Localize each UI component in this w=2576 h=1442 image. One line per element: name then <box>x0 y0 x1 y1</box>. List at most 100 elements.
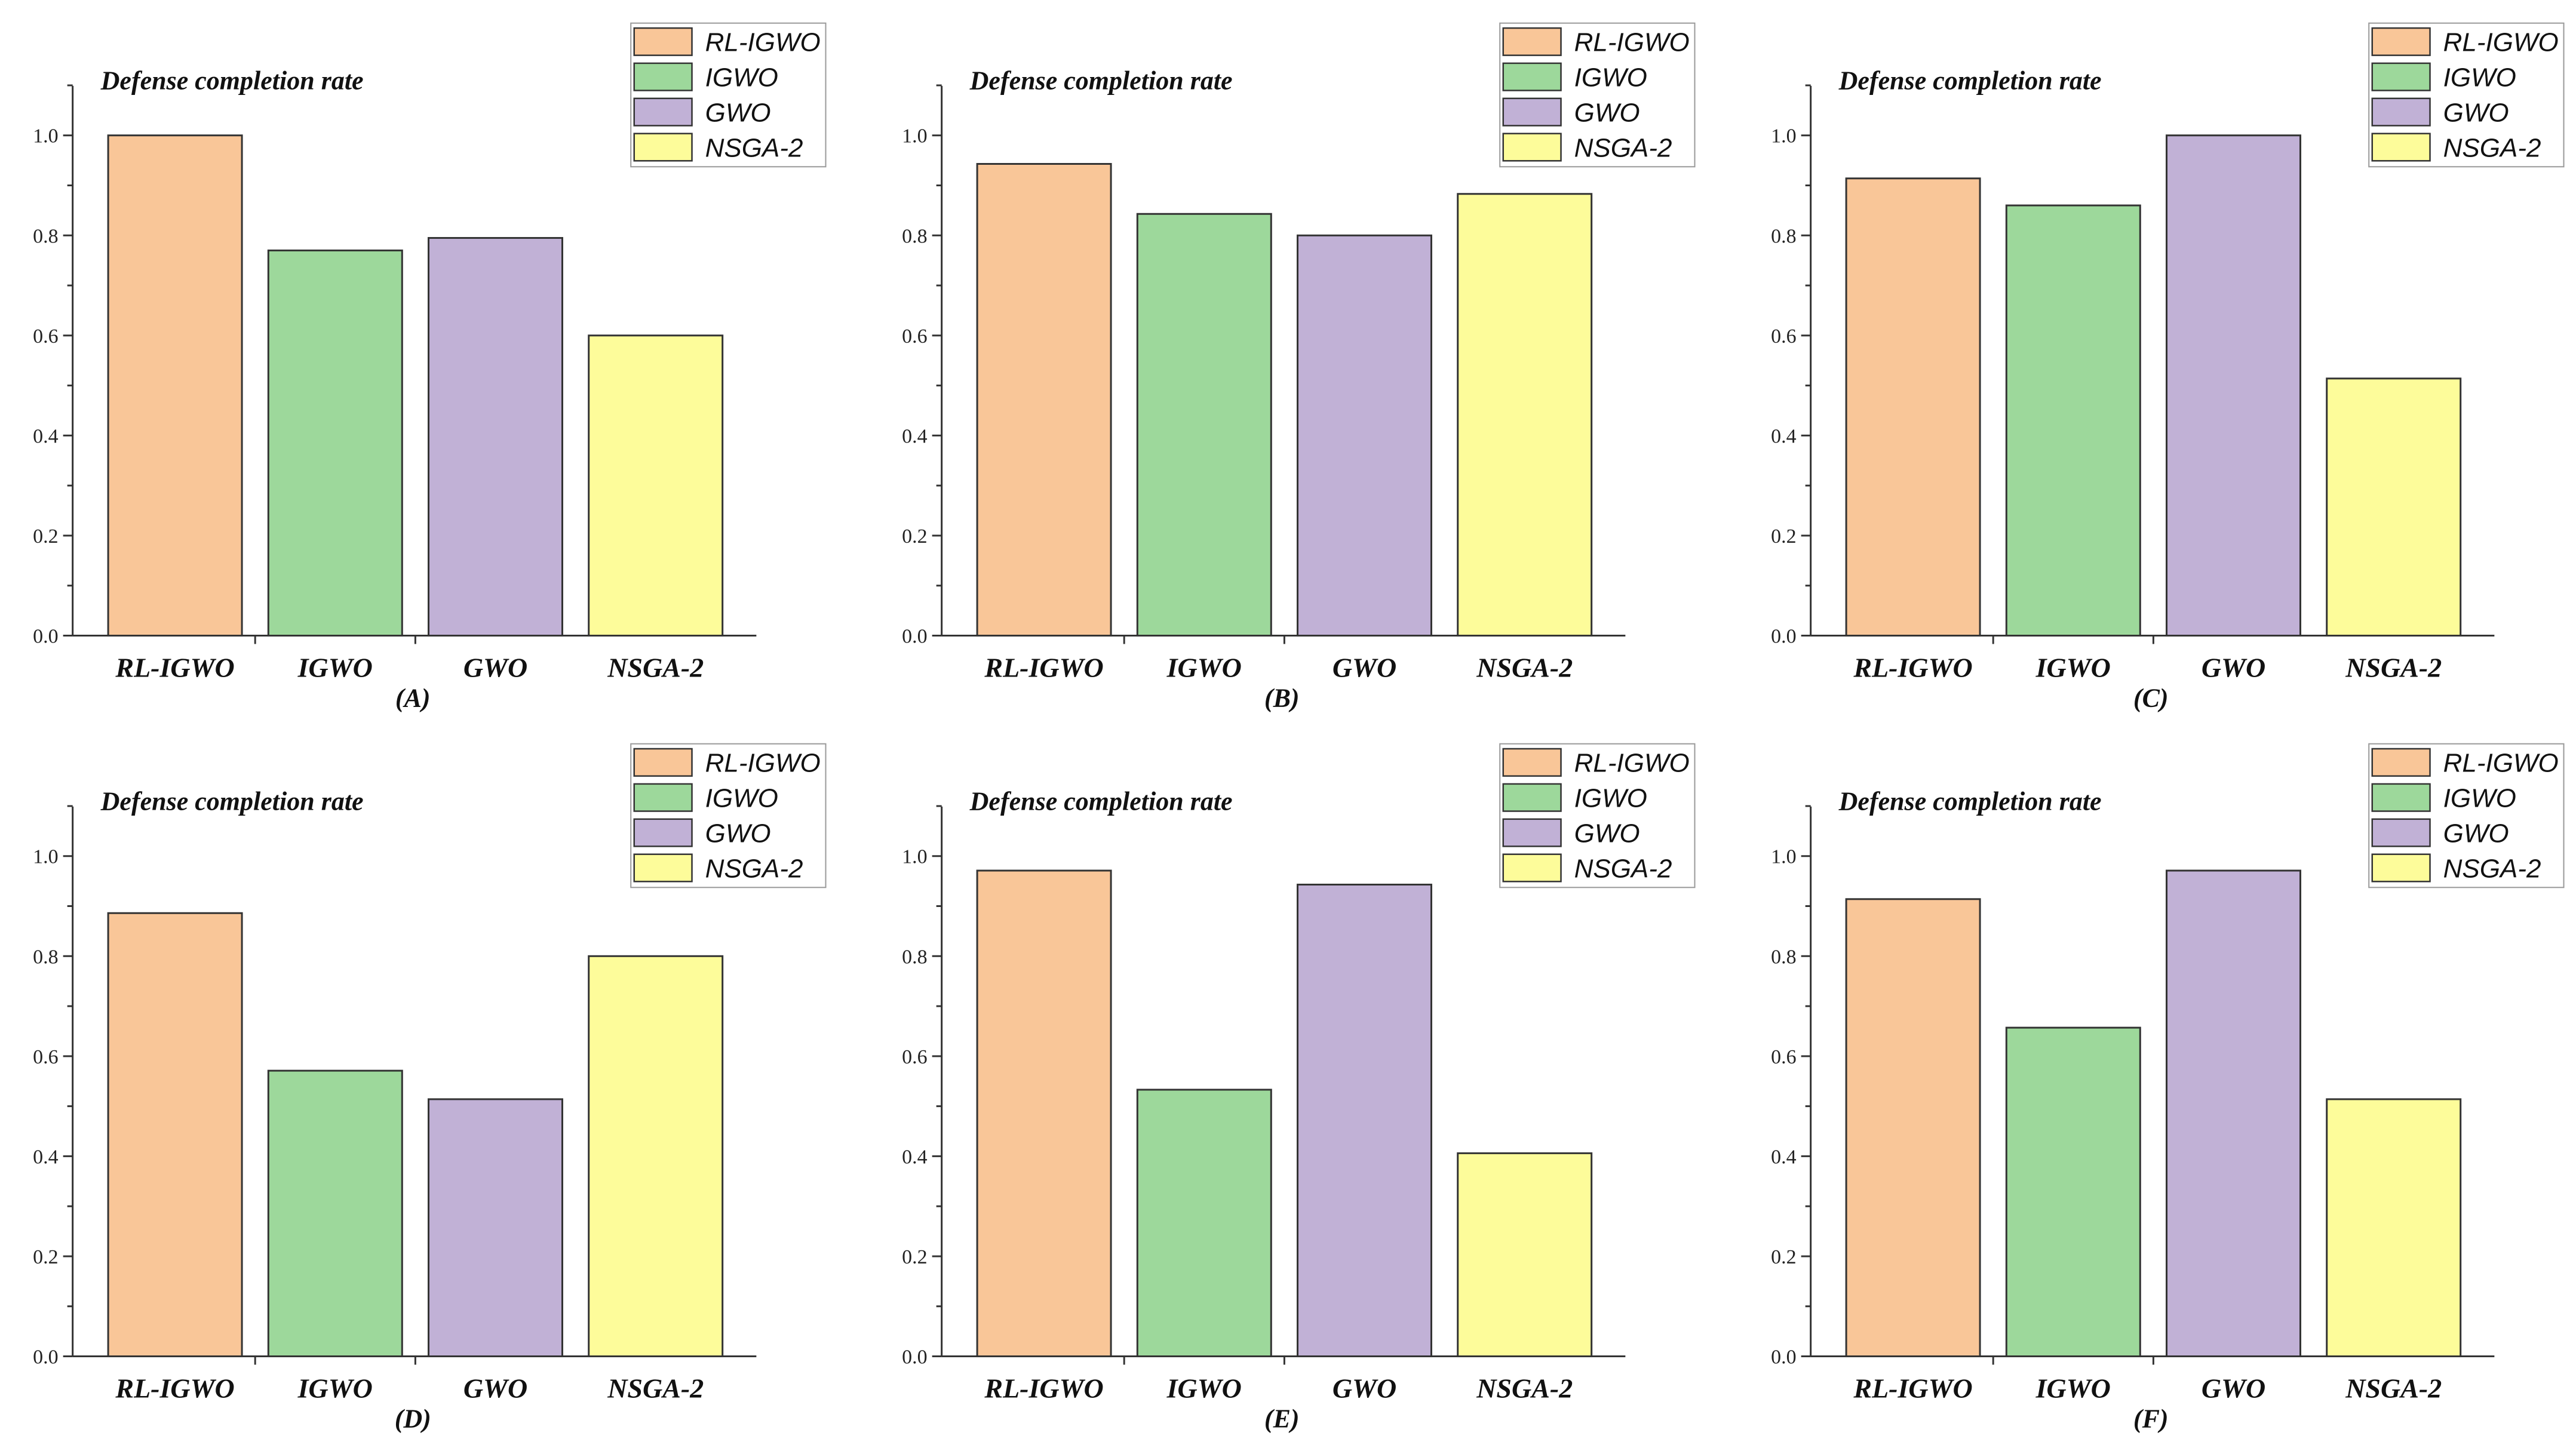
legend-label: GWO <box>2443 99 2509 128</box>
legend-label: GWO <box>705 819 771 848</box>
bar-nsga-2 <box>588 334 724 637</box>
legend-swatch <box>1502 27 1562 56</box>
legend-swatch <box>2371 133 2431 162</box>
legend-label: IGWO <box>1574 784 1647 813</box>
legend-label: RL-IGWO <box>2443 28 2559 57</box>
legend-swatch <box>1502 783 1562 812</box>
y-tick-label: 0.2 <box>1771 1246 1797 1268</box>
x-tick-label: RL-IGWO <box>984 1373 1103 1404</box>
y-tick-label: 0.8 <box>1771 225 1797 247</box>
legend-swatch <box>633 783 693 812</box>
bar-igwo <box>267 1069 403 1358</box>
bar-gwo <box>2166 869 2301 1358</box>
panel-label: (D) <box>395 1404 431 1433</box>
bar-gwo <box>1297 883 1432 1358</box>
x-tick-label: IGWO <box>297 1373 373 1404</box>
legend: RL-IGWO IGWO GWO NSGA-2 <box>630 743 827 888</box>
panel-label: (A) <box>395 683 431 712</box>
bar-rl-igwo <box>1845 898 1981 1358</box>
panel-label: (F) <box>2133 1404 2169 1433</box>
legend-label: NSGA-2 <box>705 133 803 162</box>
bar-rl-igwo <box>976 869 1112 1358</box>
x-tick-label: RL-IGWO <box>1853 653 1972 683</box>
y-tick-label: 0.2 <box>902 525 928 548</box>
y-tick-label: 0.0 <box>1771 1346 1797 1369</box>
bar-rl-igwo <box>1845 177 1981 637</box>
legend-label: GWO <box>705 99 771 128</box>
x-tick-label: GWO <box>2202 1373 2265 1404</box>
x-tick-label: GWO <box>1332 653 1396 683</box>
y-tick-label: 0.4 <box>33 1146 59 1168</box>
legend: RL-IGWO IGWO GWO NSGA-2 <box>2368 22 2565 168</box>
legend-swatch <box>633 133 693 162</box>
y-tick-label: 1.0 <box>33 846 59 868</box>
y-tick-label: 0.6 <box>902 325 928 348</box>
x-tick-label: IGWO <box>1166 1373 1242 1404</box>
legend-label: NSGA-2 <box>2443 133 2541 162</box>
bar-gwo <box>428 236 563 637</box>
legend-label: NSGA-2 <box>1574 133 1672 162</box>
chart-title: Defense completion rate <box>100 66 364 95</box>
legend-label: RL-IGWO <box>705 749 821 778</box>
y-tick-label: 0.2 <box>1771 525 1797 548</box>
bar-igwo <box>2005 204 2141 637</box>
legend-label: IGWO <box>705 784 778 813</box>
bar-nsga-2 <box>2326 1098 2462 1358</box>
x-tick-label: IGWO <box>297 653 373 683</box>
y-tick-label: 0.0 <box>33 1346 59 1369</box>
bar-gwo <box>428 1098 563 1358</box>
y-tick-label: 0.0 <box>902 626 928 648</box>
x-tick-label: NSGA-2 <box>1476 653 1573 683</box>
bar-nsga-2 <box>1457 193 1593 637</box>
y-tick-label: 0.6 <box>1771 325 1797 348</box>
legend: RL-IGWO IGWO GWO NSGA-2 <box>1499 22 1696 168</box>
y-tick-label: 1.0 <box>1771 125 1797 147</box>
legend-swatch <box>2371 27 2431 56</box>
bar-igwo <box>267 249 403 637</box>
legend-label: GWO <box>2443 819 2509 848</box>
legend-swatch <box>2371 783 2431 812</box>
x-tick-label: GWO <box>463 653 527 683</box>
y-tick-label: 0.4 <box>902 425 928 447</box>
y-tick-label: 0.4 <box>1771 1146 1797 1168</box>
x-tick-label: NSGA-2 <box>607 653 704 683</box>
panel-label: (B) <box>1264 683 1300 712</box>
legend-swatch <box>1502 133 1562 162</box>
y-tick-label: 0.6 <box>33 1046 59 1068</box>
bar-gwo <box>1297 234 1432 637</box>
legend-label: NSGA-2 <box>1574 854 1672 883</box>
legend: RL-IGWO IGWO GWO NSGA-2 <box>2368 743 2565 888</box>
legend-label: RL-IGWO <box>1574 28 1690 57</box>
y-tick-label: 0.0 <box>1771 626 1797 648</box>
chart-panel: 0.0 0.2 0.4 0.6 0.8 1.0 RL-IGWO IGWO GWO NSGA-2 De… <box>1771 22 2565 712</box>
x-tick-label: IGWO <box>2035 1373 2111 1404</box>
legend-swatch <box>1502 62 1562 91</box>
y-tick-label: 0.8 <box>902 225 928 247</box>
legend-swatch <box>633 818 693 847</box>
legend-label: NSGA-2 <box>2443 854 2541 883</box>
x-tick-label: GWO <box>463 1373 527 1404</box>
legend-label: GWO <box>1574 819 1640 848</box>
chart-title: Defense completion rate <box>1838 66 2102 95</box>
y-tick-label: 0.0 <box>33 626 59 648</box>
legend-label: IGWO <box>2443 63 2516 93</box>
x-tick-label: RL-IGWO <box>115 1373 234 1404</box>
legend-label: IGWO <box>705 63 778 93</box>
x-tick-label: NSGA-2 <box>2345 653 2442 683</box>
legend-swatch <box>2371 97 2431 127</box>
legend-swatch <box>633 62 693 91</box>
y-tick-label: 0.6 <box>1771 1046 1797 1068</box>
legend-label: RL-IGWO <box>705 28 821 57</box>
chart-panel: 0.0 0.2 0.4 0.6 0.8 1.0 RL-IGWO IGWO GWO NSGA-2 De… <box>33 743 827 1433</box>
y-tick-label: 1.0 <box>1771 846 1797 868</box>
chart-title: Defense completion rate <box>969 66 1233 95</box>
legend: RL-IGWO IGWO GWO NSGA-2 <box>630 22 827 168</box>
y-tick-label: 0.8 <box>33 225 59 247</box>
y-tick-label: 0.8 <box>1771 946 1797 968</box>
chart-title: Defense completion rate <box>969 786 1233 816</box>
x-tick-label: RL-IGWO <box>984 653 1103 683</box>
legend-label: RL-IGWO <box>2443 749 2559 778</box>
bar-igwo <box>2005 1026 2141 1358</box>
bar-gwo <box>2166 134 2301 637</box>
